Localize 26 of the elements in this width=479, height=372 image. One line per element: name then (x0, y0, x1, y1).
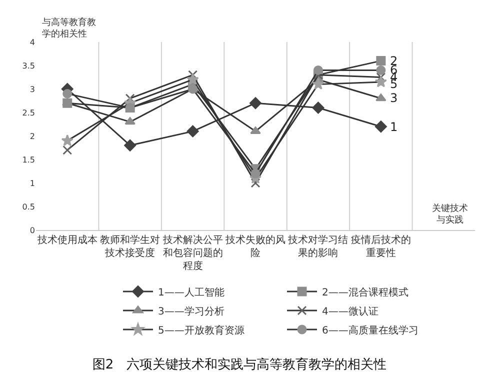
x-tick-label: 技术对学习结果的影响 (287, 234, 348, 259)
x-tick-label: 疫情后技术的重要性 (350, 234, 411, 259)
annotation: 3 (390, 91, 398, 105)
x-tick-label: 教师和学生对技术接受度 (100, 234, 160, 259)
y-tick-label: 2.5 (22, 108, 35, 118)
y-tick-label: 1.5 (22, 155, 35, 164)
text: 图2 六项关键技术和实践与高等教育教学的相关性 (92, 356, 387, 372)
legend-label: 6——高质量在线学习 (322, 324, 418, 336)
annotation: 1 (390, 120, 398, 134)
x-axis-title: 关键技术与实践 (432, 203, 468, 226)
legend-label: 4——微认证 (322, 305, 378, 318)
x-tick-label: 技术失败的风险 (224, 234, 286, 259)
y-tick-label: 1 (30, 178, 35, 188)
y-tick-label: 3.5 (22, 61, 35, 70)
y-tick-label: 4 (30, 38, 35, 47)
y-tick-label: 0 (30, 226, 35, 235)
legend-label: 1——人工智能 (158, 286, 224, 298)
y-axis-title: 与高等教育教学的相关性 (42, 17, 96, 40)
y-tick-label: 3 (30, 84, 35, 94)
legend-label: 2——混合课程模式 (322, 286, 408, 298)
x-tick-label: 技术使用成本 (36, 234, 98, 246)
y-tick-label: 0.5 (22, 202, 35, 212)
legend-label: 3——学习分析 (158, 305, 224, 318)
y-tick-label: 2 (30, 132, 35, 141)
legend-label: 5——开放教育资源 (158, 324, 244, 336)
x-tick-label: 技术解决公平和包容问题的程度 (162, 234, 223, 272)
